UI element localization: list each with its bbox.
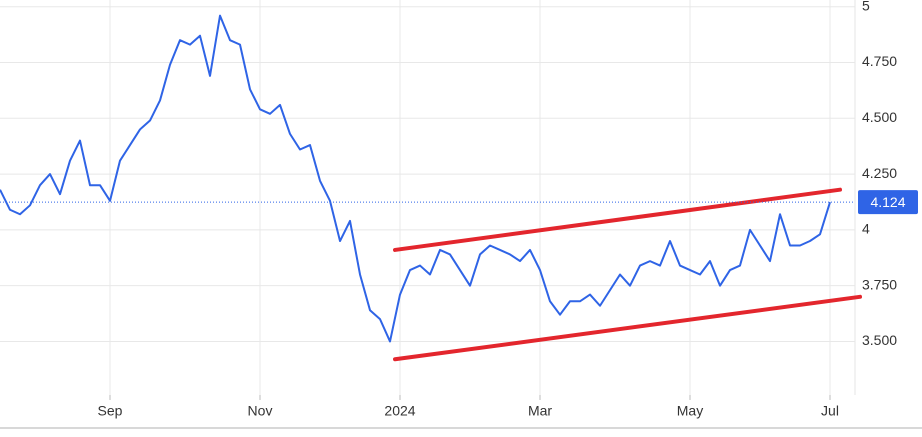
y-tick-label: 5 bbox=[862, 0, 870, 13]
trend-line bbox=[393, 294, 862, 362]
x-tick-label: 2024 bbox=[384, 403, 415, 419]
y-tick-label: 3.500 bbox=[862, 332, 897, 348]
x-tick-label: May bbox=[677, 403, 703, 419]
y-tick-label: 4 bbox=[862, 221, 870, 237]
price-line bbox=[0, 14, 831, 343]
y-tick-label: 4.500 bbox=[862, 109, 897, 125]
last-value-badge bbox=[858, 190, 918, 215]
x-tick-label: Nov bbox=[248, 403, 273, 419]
x-tick-label: Sep bbox=[98, 403, 123, 419]
y-tick-label: 4.250 bbox=[862, 165, 897, 181]
trend-line bbox=[393, 187, 842, 252]
x-tick-label: Mar bbox=[528, 403, 552, 419]
y-tick-label: 4.750 bbox=[862, 53, 897, 69]
y-tick-label: 3.750 bbox=[862, 276, 897, 292]
last-value-label: 4.124 bbox=[870, 194, 905, 210]
x-tick-label: Jul bbox=[821, 403, 839, 419]
